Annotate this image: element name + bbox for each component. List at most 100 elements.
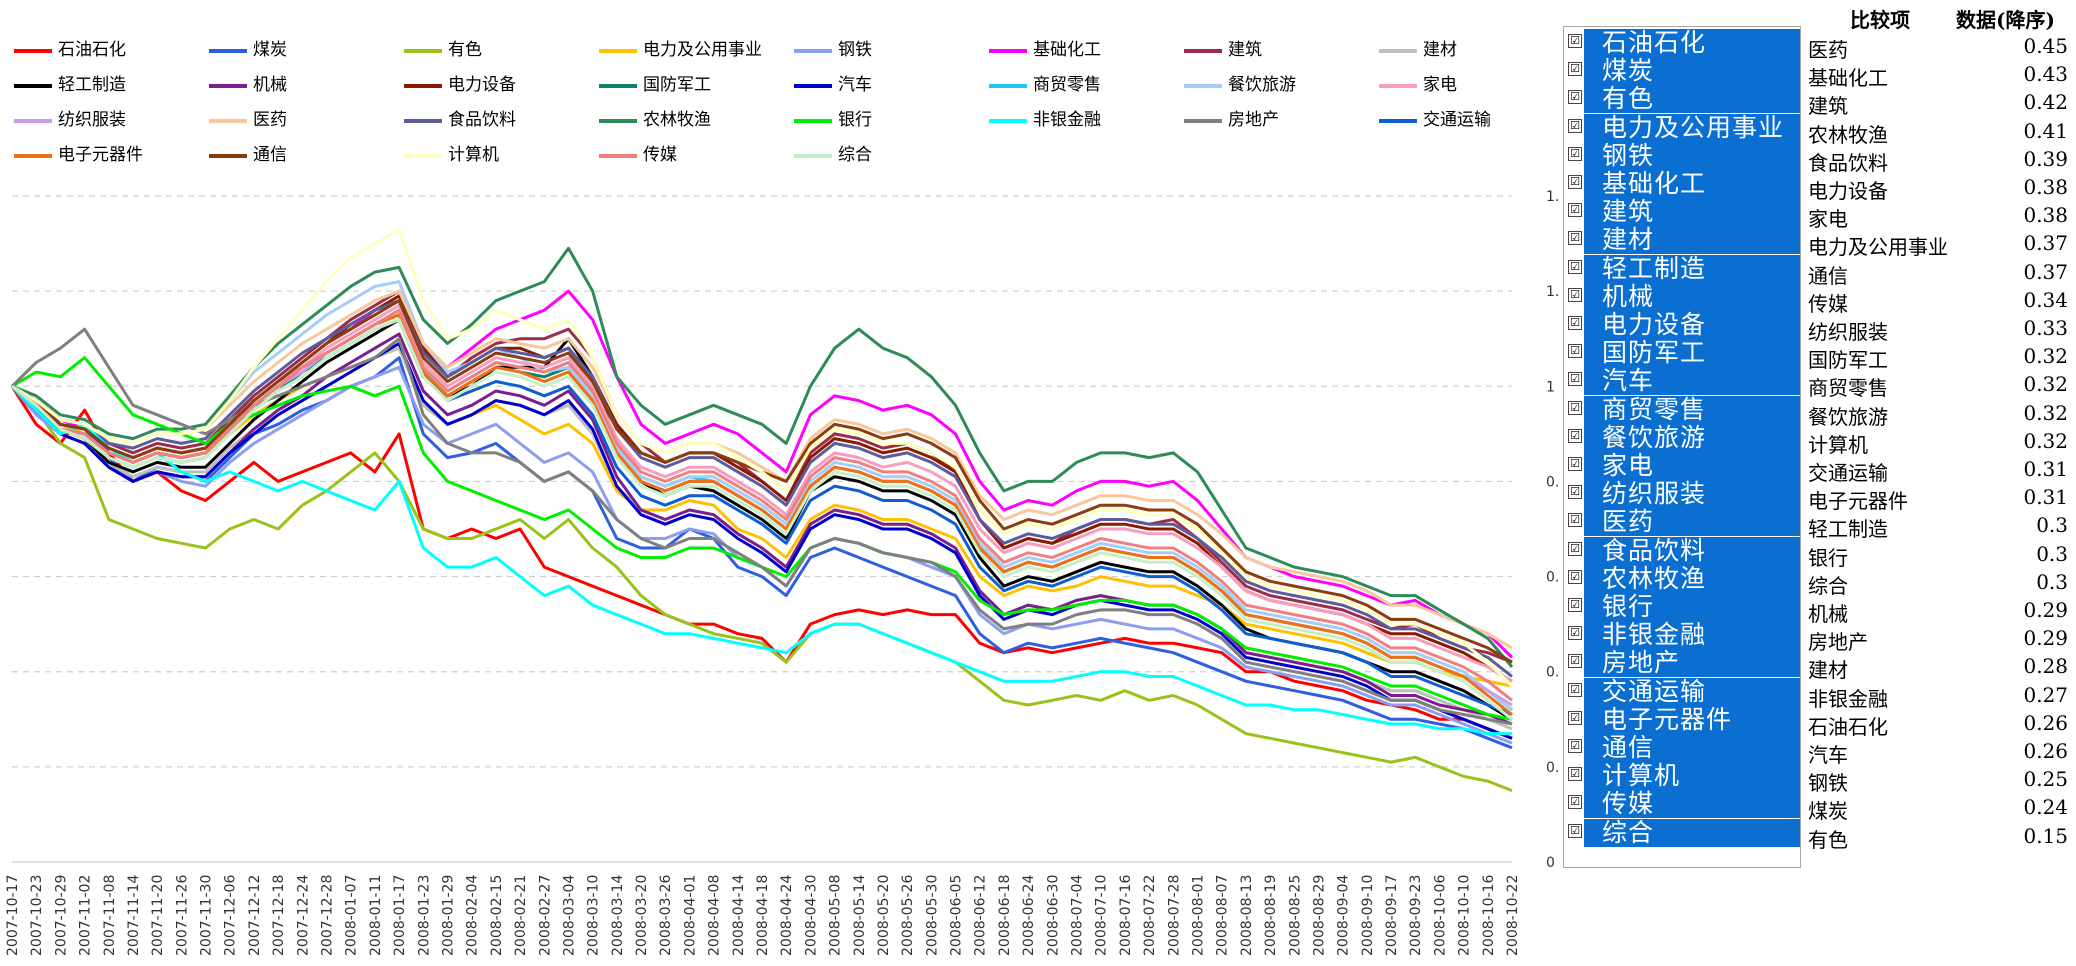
series-selector-list[interactable]: ☑ 石油石化 ☑ 煤炭 ☑ 有色 ☑ 电力及公用事业 ☑ 钢铁 ☑ 基础化工 ☑ 建筑 ☑ 建材 ☑ 轻工制造 ☑ 机… bbox=[1563, 26, 1801, 868]
selector-item-label[interactable]: 综合 bbox=[1584, 818, 1800, 847]
selector-item[interactable]: ☑ 煤炭 bbox=[1564, 57, 1800, 86]
selector-item[interactable]: ☑ 纺织服装 bbox=[1564, 480, 1800, 509]
table-row-name: 交通运输 bbox=[1808, 461, 1888, 485]
selector-item-label[interactable]: 医药 bbox=[1584, 508, 1800, 537]
selector-item[interactable]: ☑ 建材 bbox=[1564, 226, 1800, 255]
checkbox[interactable]: ☑ bbox=[1568, 428, 1582, 443]
selector-item-label[interactable]: 有色 bbox=[1584, 85, 1800, 114]
checkbox[interactable]: ☑ bbox=[1568, 626, 1582, 641]
selector-item-label[interactable]: 基础化工 bbox=[1584, 170, 1800, 198]
x-tick-label: 2008-10-22 bbox=[1505, 875, 1521, 956]
selector-item-label[interactable]: 电力及公用事业 bbox=[1584, 113, 1800, 142]
checkbox[interactable]: ☑ bbox=[1568, 34, 1582, 48]
selector-item-label[interactable]: 机械 bbox=[1584, 282, 1800, 311]
selector-item[interactable]: ☑ 机械 bbox=[1564, 282, 1800, 311]
selector-item-label[interactable]: 银行 bbox=[1584, 593, 1800, 621]
selector-item[interactable]: ☑ 石油石化 bbox=[1564, 29, 1800, 57]
selector-item-label[interactable]: 纺织服装 bbox=[1584, 480, 1800, 509]
selector-item-label[interactable]: 食品饮料 bbox=[1584, 536, 1800, 565]
selector-item-label[interactable]: 轻工制造 bbox=[1584, 254, 1800, 283]
checkbox[interactable]: ☑ bbox=[1568, 316, 1582, 330]
checkbox[interactable]: ☑ bbox=[1568, 175, 1582, 189]
checkbox[interactable]: ☑ bbox=[1568, 823, 1582, 838]
selector-item-label[interactable]: 建筑 bbox=[1584, 198, 1800, 227]
checkbox[interactable]: ☑ bbox=[1568, 146, 1582, 161]
selector-item[interactable]: ☑ 食品饮料 bbox=[1564, 536, 1800, 565]
selector-item-label[interactable]: 煤炭 bbox=[1584, 57, 1800, 86]
selector-item-label[interactable]: 房地产 bbox=[1584, 649, 1800, 678]
selector-item-label[interactable]: 非银金融 bbox=[1584, 621, 1800, 650]
selector-item-label[interactable]: 餐饮旅游 bbox=[1584, 423, 1800, 452]
checkbox[interactable]: ☑ bbox=[1568, 485, 1582, 500]
checkbox[interactable]: ☑ bbox=[1568, 795, 1582, 810]
legend-label: 建材 bbox=[1423, 40, 1457, 60]
checkbox[interactable]: ☑ bbox=[1568, 344, 1582, 359]
selector-item[interactable]: ☑ 非银金融 bbox=[1564, 621, 1800, 650]
selector-item-label[interactable]: 家电 bbox=[1584, 452, 1800, 480]
selector-item[interactable]: ☑ 汽车 bbox=[1564, 367, 1800, 396]
table-row-name: 商贸零售 bbox=[1808, 376, 1888, 401]
selector-item-label[interactable]: 商贸零售 bbox=[1584, 395, 1800, 424]
checkbox[interactable]: ☑ bbox=[1568, 62, 1582, 77]
checkbox[interactable]: ☑ bbox=[1568, 569, 1582, 584]
table-row-name: 煤炭 bbox=[1808, 799, 1848, 824]
checkbox[interactable]: ☑ bbox=[1568, 654, 1582, 669]
selector-item-label[interactable]: 电子元器件 bbox=[1584, 705, 1800, 734]
checkbox[interactable]: ☑ bbox=[1568, 682, 1582, 697]
checkbox[interactable]: ☑ bbox=[1568, 372, 1582, 387]
selector-item[interactable]: ☑ 传媒 bbox=[1564, 790, 1800, 819]
selector-item-label[interactable]: 国防军工 bbox=[1584, 339, 1800, 368]
series-line-机械 bbox=[10, 332, 1513, 726]
selector-item[interactable]: ☑ 商贸零售 bbox=[1564, 395, 1800, 424]
checkbox[interactable]: ☑ bbox=[1568, 90, 1582, 105]
selector-item[interactable]: ☑ 基础化工 bbox=[1564, 170, 1800, 198]
selector-item[interactable]: ☑ 钢铁 bbox=[1564, 141, 1800, 170]
selector-item[interactable]: ☑ 农林牧渔 bbox=[1564, 564, 1800, 593]
selector-item-label[interactable]: 农林牧渔 bbox=[1584, 564, 1800, 593]
table-row-name: 轻工制造 bbox=[1808, 517, 1888, 542]
selector-item[interactable]: ☑ 国防军工 bbox=[1564, 339, 1800, 368]
checkbox[interactable]: ☑ bbox=[1568, 287, 1582, 302]
selector-item-label[interactable]: 建材 bbox=[1584, 226, 1800, 255]
selector-item[interactable]: ☑ 通信 bbox=[1564, 734, 1800, 762]
selector-item[interactable]: ☑ 房地产 bbox=[1564, 649, 1800, 678]
checkbox[interactable]: ☑ bbox=[1568, 231, 1582, 246]
selector-item-label[interactable]: 电力设备 bbox=[1584, 311, 1800, 339]
checkbox[interactable]: ☑ bbox=[1568, 457, 1582, 471]
table-row-name: 纺织服装 bbox=[1808, 320, 1888, 344]
selector-item[interactable]: ☑ 计算机 bbox=[1564, 762, 1800, 791]
checkbox[interactable]: ☑ bbox=[1568, 710, 1582, 725]
selector-item[interactable]: ☑ 家电 bbox=[1564, 452, 1800, 480]
table-row-name: 国防军工 bbox=[1808, 348, 1888, 373]
selector-item[interactable]: ☑ 电力及公用事业 bbox=[1564, 113, 1800, 142]
selector-item[interactable]: ☑ 轻工制造 bbox=[1564, 254, 1800, 283]
selector-item-label[interactable]: 交通运输 bbox=[1584, 677, 1800, 706]
table-row-name: 钢铁 bbox=[1808, 771, 1848, 796]
selector-item[interactable]: ☑ 医药 bbox=[1564, 508, 1800, 537]
selector-item-label[interactable]: 计算机 bbox=[1584, 762, 1800, 791]
x-tick-label: 2008-09-17 bbox=[1384, 875, 1400, 956]
selector-item-label[interactable]: 传媒 bbox=[1584, 790, 1800, 819]
selector-item-label[interactable]: 石油石化 bbox=[1584, 29, 1800, 57]
checkbox[interactable]: ☑ bbox=[1568, 739, 1582, 753]
checkbox[interactable]: ☑ bbox=[1568, 598, 1582, 612]
selector-item-label[interactable]: 汽车 bbox=[1584, 367, 1800, 396]
checkbox[interactable]: ☑ bbox=[1568, 203, 1582, 218]
checkbox[interactable]: ☑ bbox=[1568, 767, 1582, 782]
selector-item[interactable]: ☑ 电子元器件 bbox=[1564, 705, 1800, 734]
checkbox[interactable]: ☑ bbox=[1568, 259, 1582, 274]
selector-item[interactable]: ☑ 电力设备 bbox=[1564, 311, 1800, 339]
selector-item[interactable]: ☑ 餐饮旅游 bbox=[1564, 423, 1800, 452]
x-tick-label: 2007-10-17 bbox=[5, 875, 21, 956]
checkbox[interactable]: ☑ bbox=[1568, 118, 1582, 133]
selector-item[interactable]: ☑ 交通运输 bbox=[1564, 677, 1800, 706]
checkbox[interactable]: ☑ bbox=[1568, 400, 1582, 415]
selector-item[interactable]: ☑ 综合 bbox=[1564, 818, 1800, 847]
selector-item-label[interactable]: 通信 bbox=[1584, 734, 1800, 762]
selector-item-label[interactable]: 钢铁 bbox=[1584, 141, 1800, 170]
selector-item[interactable]: ☑ 银行 bbox=[1564, 593, 1800, 621]
checkbox[interactable]: ☑ bbox=[1568, 513, 1582, 528]
selector-item[interactable]: ☑ 有色 bbox=[1564, 85, 1800, 114]
selector-item[interactable]: ☑ 建筑 bbox=[1564, 198, 1800, 227]
checkbox[interactable]: ☑ bbox=[1568, 541, 1582, 556]
